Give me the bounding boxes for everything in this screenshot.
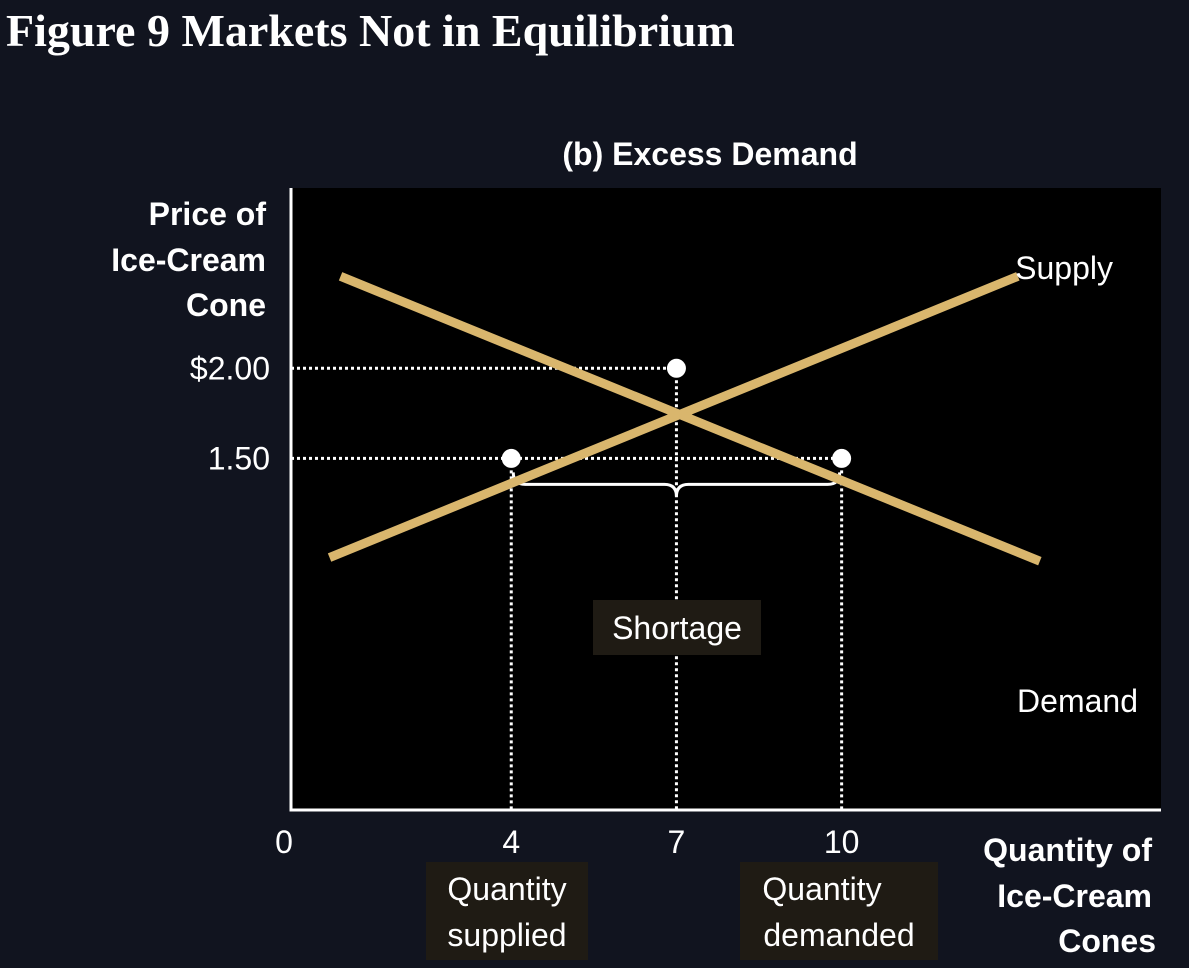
x-axis-label-line-1: Quantity of <box>983 832 1152 868</box>
quantity-demanded-label-line-2: demanded <box>763 917 914 953</box>
quantity-supplied-label-line-2: supplied <box>447 917 566 953</box>
y-axis-label-line-3: Cone <box>186 287 266 323</box>
shortage-box <box>593 600 761 655</box>
x-axis-label-line-2: Ice-Cream <box>997 878 1152 914</box>
quantity-demanded-point <box>832 448 852 468</box>
shortage-label: Shortage <box>612 610 742 646</box>
origin-label: 0 <box>275 824 293 860</box>
supply-curve <box>327 272 1020 562</box>
quantity-demanded-label-line-1: Quantity <box>762 871 881 907</box>
plot-area <box>291 188 1161 810</box>
x-tick-label-1: 7 <box>668 824 686 860</box>
x-tick-label-2: 10 <box>824 824 860 860</box>
tick-labels: $2.00 1.50 4 7 10 <box>190 350 860 860</box>
quantity-supplied-point <box>501 448 521 468</box>
demand-label: Demand <box>1017 683 1138 719</box>
quantity-demanded-box <box>740 862 938 960</box>
quantity-supplied-box <box>426 862 588 960</box>
curves <box>327 272 1042 566</box>
axes <box>289 188 1161 812</box>
quantity-supplied-label-line-1: Quantity <box>447 871 566 907</box>
y-tick-label-1: 1.50 <box>208 440 270 476</box>
points <box>501 358 852 468</box>
x-axis-label-line-3: Cones <box>1058 923 1156 959</box>
x-tick-label-0: 4 <box>502 824 520 860</box>
supply-label: Supply <box>1015 250 1113 286</box>
y-axis-label-line-2: Ice-Cream <box>111 242 266 278</box>
demand-curve <box>338 272 1042 566</box>
y-tick-label-0: $2.00 <box>190 350 270 386</box>
equilibrium-point <box>666 358 686 378</box>
guide-lines <box>291 366 844 810</box>
y-axis-label-line-1: Price of <box>149 196 267 232</box>
figure-title: Figure 9 Markets Not in Equilibrium <box>6 5 735 56</box>
chart-title: (b) Excess Demand <box>562 136 857 172</box>
